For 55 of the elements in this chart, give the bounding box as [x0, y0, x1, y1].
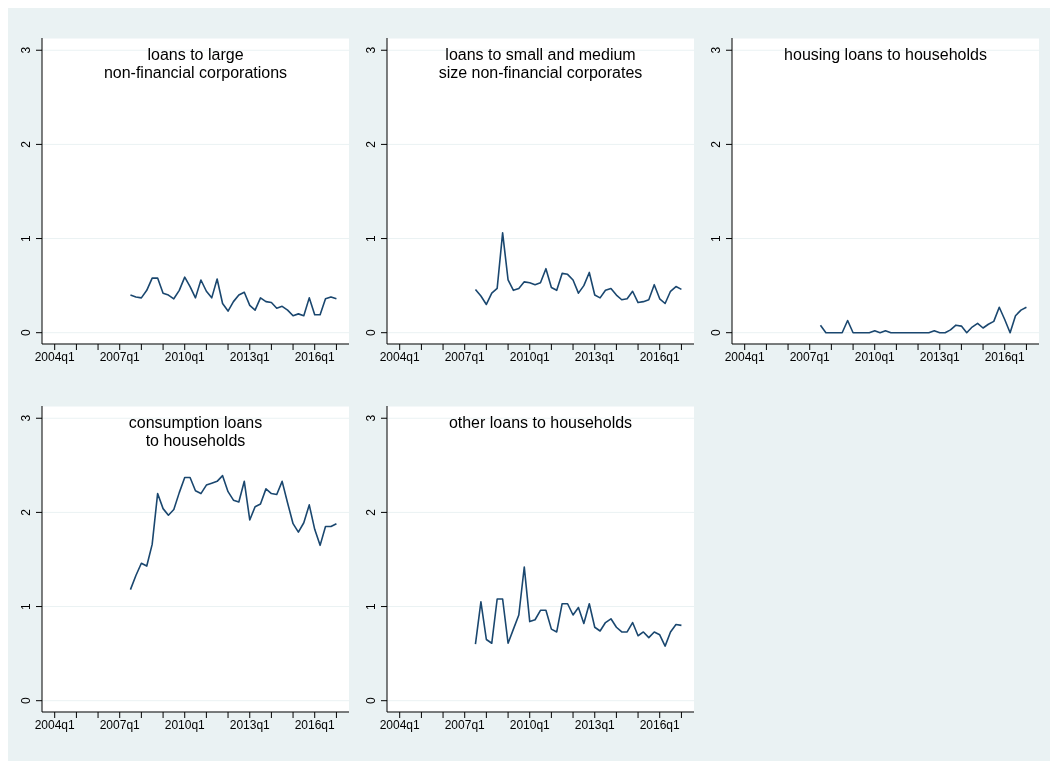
y-tick-label: 2 [19, 140, 33, 148]
y-tick-label: 1 [19, 602, 33, 610]
x-tick-label: 2010q1 [164, 717, 206, 732]
x-tick-label: 2004q1 [34, 717, 76, 732]
y-tick-label: 1 [709, 234, 723, 242]
x-tick-label: 2016q1 [294, 717, 336, 732]
x-tick-label: 2013q1 [574, 717, 616, 732]
text: loans to large non-financial corporations [102, 46, 289, 82]
text: consumption loans to households [127, 414, 264, 450]
x-tick-label: 2016q1 [294, 349, 336, 364]
x-tick-label: 2010q1 [164, 349, 206, 364]
x-tick-label: 2010q1 [509, 349, 551, 364]
y-tick-label: 0 [19, 697, 33, 705]
x-tick-label: 2004q1 [724, 349, 766, 364]
x-tick-label: 2004q1 [379, 717, 421, 732]
y-tick-label: 0 [19, 329, 33, 337]
x-tick-label: 2013q1 [229, 349, 271, 364]
x-tick-label: 2007q1 [444, 349, 486, 364]
y-tick-label: 0 [709, 329, 723, 337]
x-tick-label: 2016q1 [639, 717, 681, 732]
x-tick-label: 2013q1 [229, 717, 271, 732]
x-tick-label: 2013q1 [574, 349, 616, 364]
y-tick-label: 0 [364, 329, 378, 337]
x-tick-label: 2010q1 [854, 349, 896, 364]
x-tick-label: 2004q1 [34, 349, 76, 364]
y-tick-label: 1 [19, 234, 33, 242]
line-series [129, 276, 338, 317]
y-tick-label: 3 [364, 414, 378, 422]
x-tick-label: 2004q1 [379, 349, 421, 364]
y-tick-label: 3 [19, 414, 33, 422]
x-tick-label: 2016q1 [639, 349, 681, 364]
y-tick-label: 2 [19, 508, 33, 516]
x-tick-label: 2007q1 [444, 717, 486, 732]
y-tick-label: 3 [364, 46, 378, 54]
line-series [474, 232, 683, 306]
x-tick-label: 2016q1 [984, 349, 1026, 364]
y-tick-label: 1 [364, 602, 378, 610]
y-tick-label: 3 [709, 46, 723, 54]
y-tick-label: 2 [364, 140, 378, 148]
x-tick-label: 2013q1 [919, 349, 961, 364]
text: other loans to households [447, 414, 634, 432]
line-series [129, 474, 338, 591]
text: housing loans to households [783, 46, 988, 64]
line-series [474, 566, 683, 647]
x-tick-label: 2007q1 [99, 717, 141, 732]
y-tick-label: 0 [364, 697, 378, 705]
y-tick-label: 2 [364, 508, 378, 516]
line-series [819, 306, 1028, 334]
x-tick-label: 2010q1 [509, 717, 551, 732]
y-tick-label: 2 [709, 140, 723, 148]
y-tick-label: 3 [19, 46, 33, 54]
y-tick-label: 1 [364, 234, 378, 242]
x-tick-label: 2007q1 [789, 349, 831, 364]
text: loans to small and medium size non-financial corporates [437, 46, 644, 82]
x-tick-label: 2007q1 [99, 349, 141, 364]
